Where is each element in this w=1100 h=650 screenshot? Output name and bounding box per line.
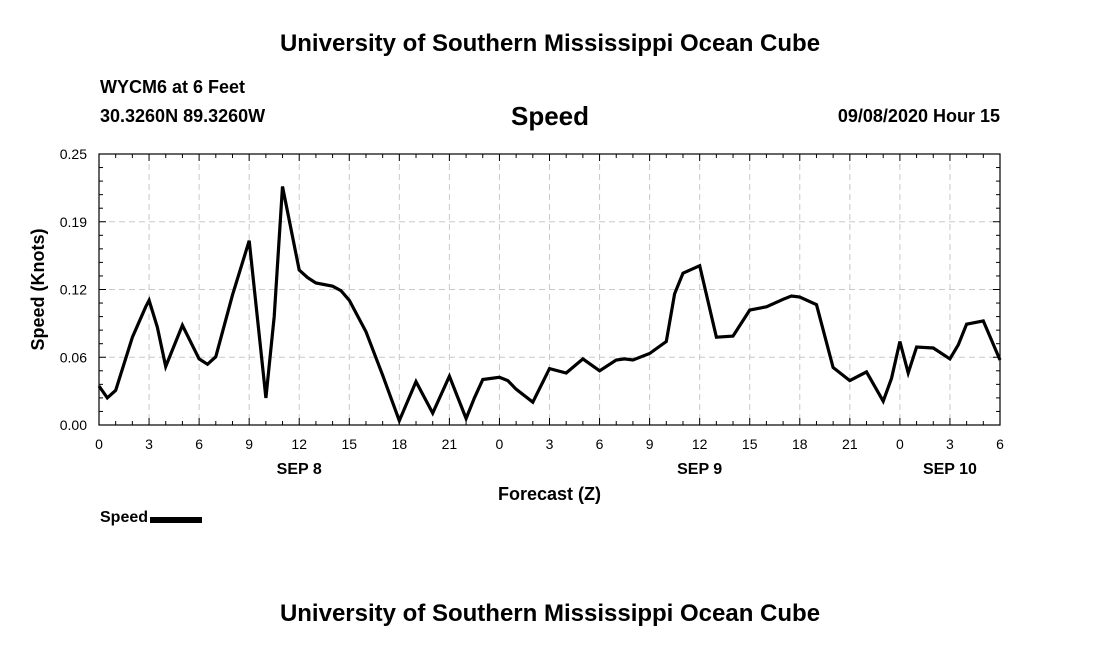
forecast-datetime: 09/08/2020 Hour 15	[837, 106, 1000, 126]
x-axis-label: Forecast (Z)	[498, 484, 601, 504]
x-tick-label: 0	[896, 436, 904, 452]
station-label: WYCM6 at 6 Feet	[100, 77, 246, 97]
chart-title-bottom: University of Southern Mississippi Ocean…	[279, 600, 821, 627]
x-tick-label: 18	[792, 436, 808, 452]
x-tick-label: 15	[341, 436, 357, 452]
day-label: SEP 9	[677, 461, 722, 478]
chart-title-top: University of Southern Mississippi Ocean…	[279, 30, 821, 57]
coordinates-label: 30.3260N 89.3260W	[100, 106, 266, 126]
y-axis-label: Speed (Knots)	[28, 228, 48, 350]
x-tick-label: 6	[996, 436, 1004, 452]
x-tick-label: 21	[442, 436, 458, 452]
plot-title: Speed	[510, 101, 590, 131]
x-tick-label: 0	[496, 436, 504, 452]
y-tick-label: 0.25	[60, 146, 87, 162]
legend-label: Speed	[100, 509, 149, 526]
x-tick-label: 12	[291, 436, 307, 452]
legend-line-swatch	[150, 516, 203, 523]
y-tick-label: 0.19	[60, 214, 87, 230]
y-tick-label: 0.00	[60, 417, 87, 433]
x-tick-label: 3	[145, 436, 153, 452]
x-tick-label: 6	[195, 436, 203, 452]
legend: Speed	[100, 509, 203, 527]
x-tick-label: 15	[742, 436, 758, 452]
x-tick-label: 3	[546, 436, 554, 452]
y-tick-label: 0.12	[60, 282, 87, 298]
x-tick-label: 12	[692, 436, 708, 452]
day-label: SEP 8	[277, 461, 322, 478]
x-tick-label: 21	[842, 436, 858, 452]
y-tick-label: 0.06	[60, 349, 87, 365]
x-tick-label: 6	[596, 436, 604, 452]
x-tick-label: 18	[392, 436, 408, 452]
x-tick-label: 9	[245, 436, 253, 452]
x-tick-label: 0	[95, 436, 103, 452]
day-label: SEP 10	[923, 461, 977, 478]
x-tick-label: 9	[646, 436, 654, 452]
series-line-speed	[97, 186, 1002, 426]
x-tick-label: 3	[946, 436, 954, 452]
